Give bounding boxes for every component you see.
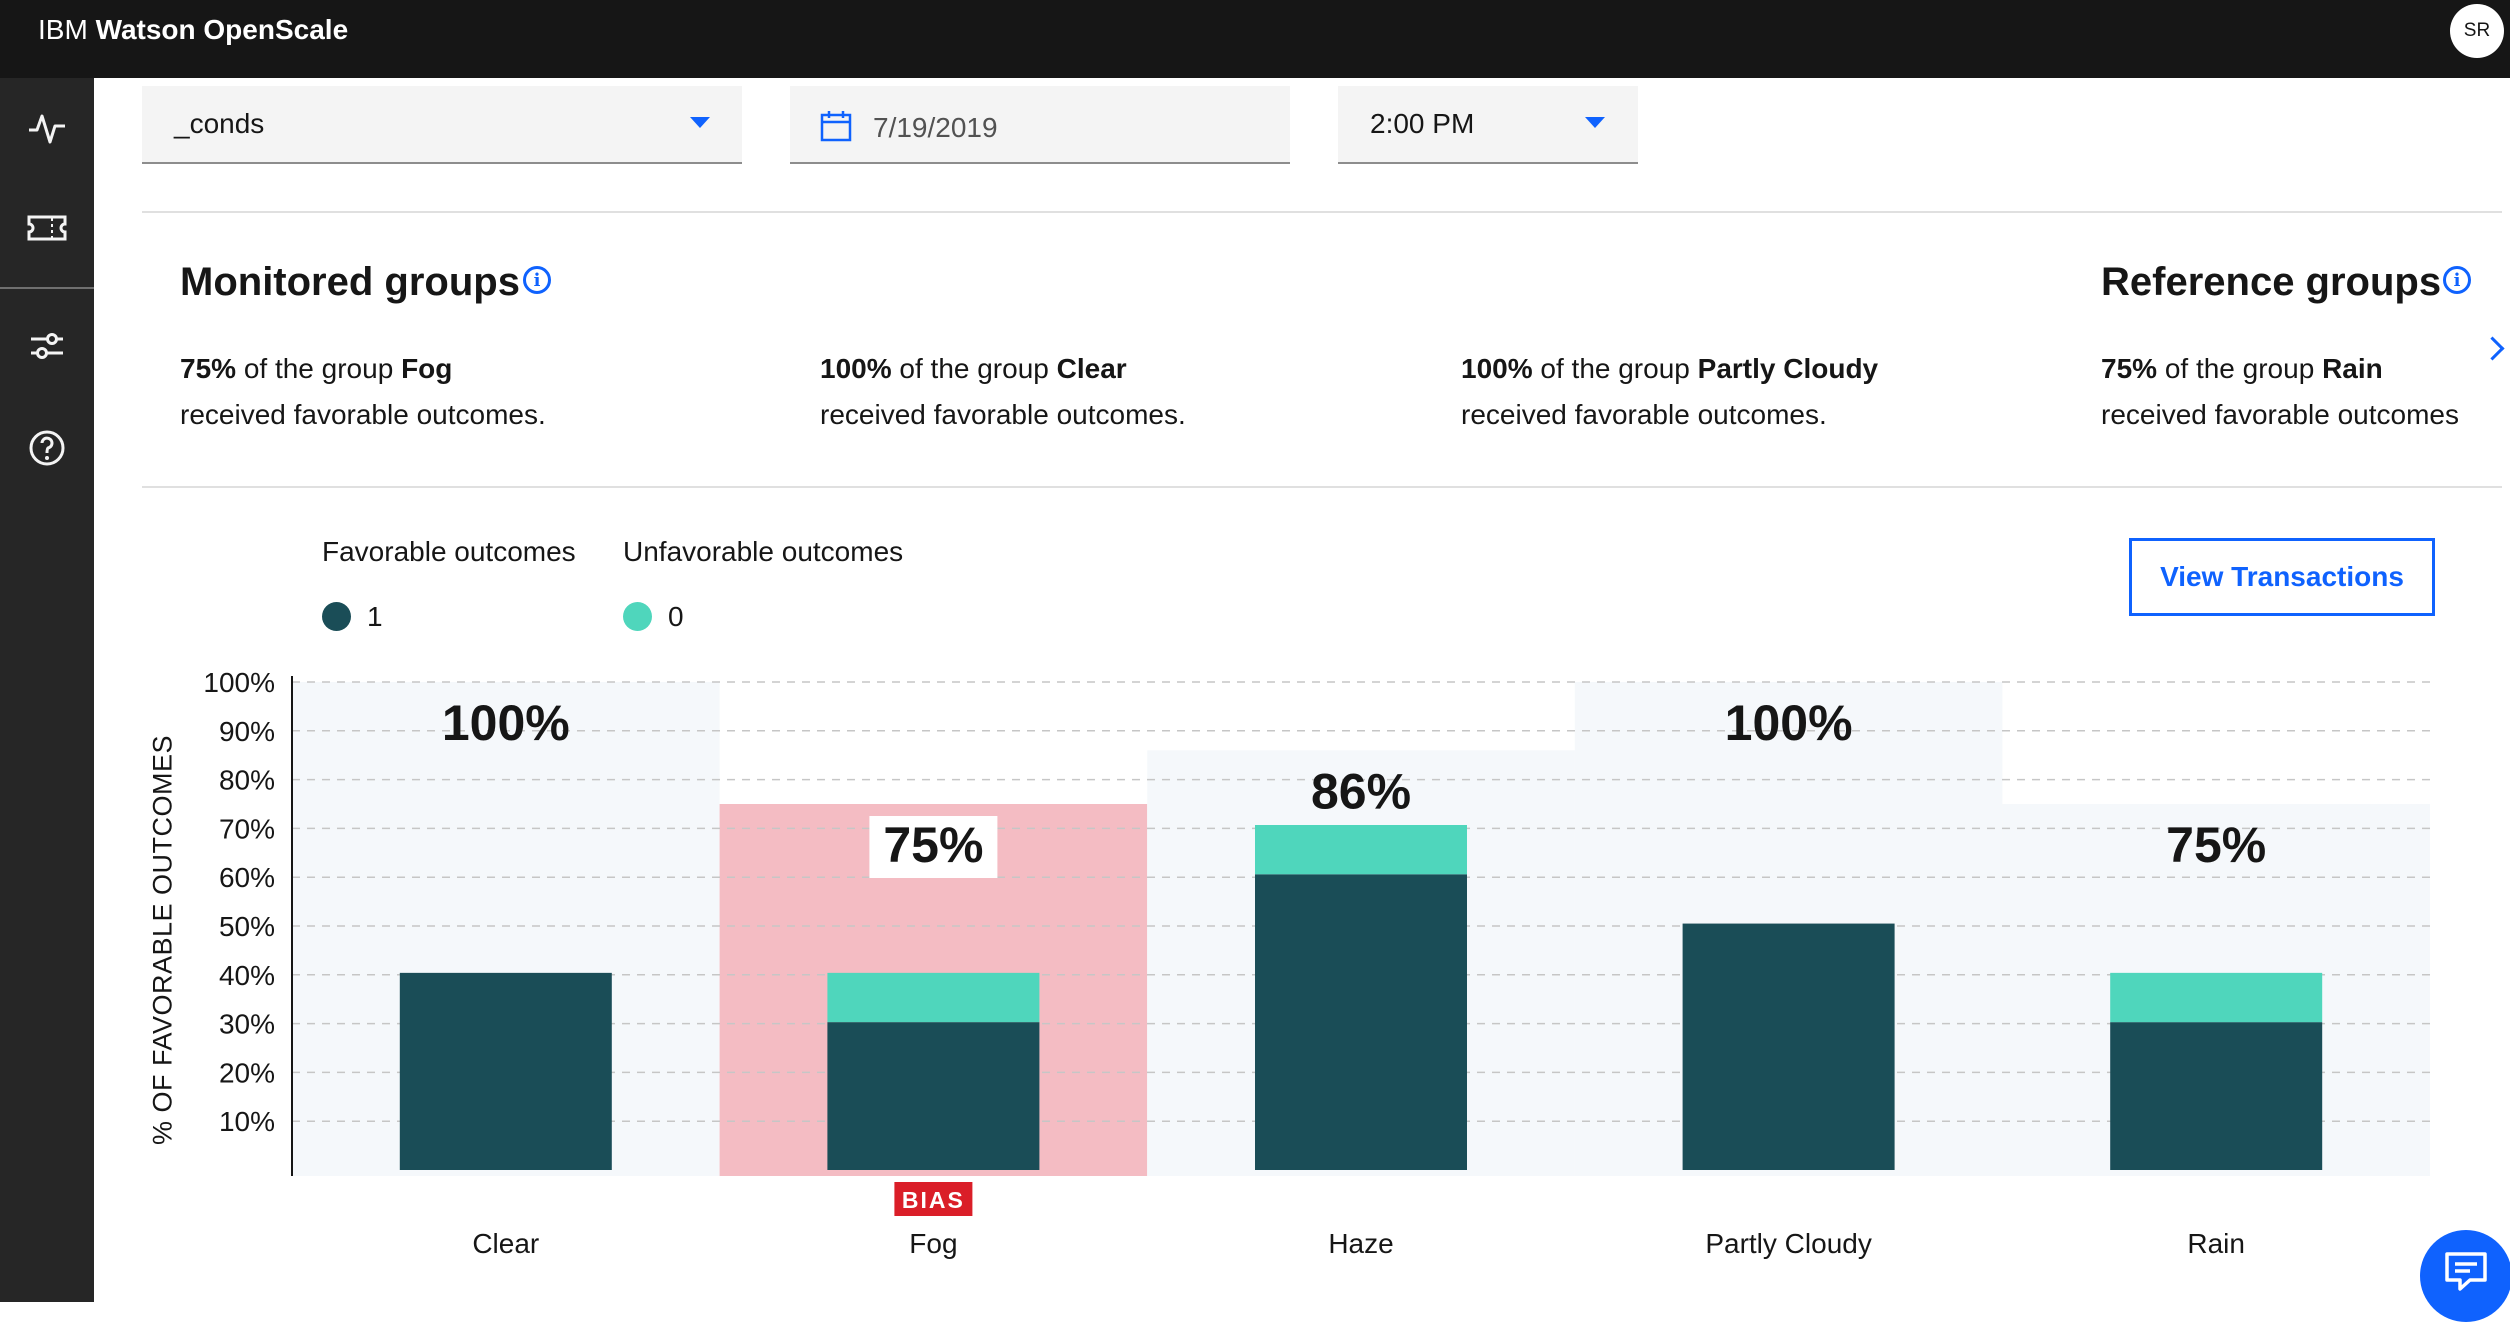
brand-prefix: IBM (38, 14, 88, 45)
time-dropdown-value: 2:00 PM (1370, 108, 1475, 139)
calendar-icon (820, 111, 852, 142)
group-text: received favorable outcomes. (180, 399, 546, 430)
divider (142, 211, 2502, 213)
ticket-icon (27, 215, 67, 241)
reference-group-summary: 75% of the group Rain received favorable… (2101, 346, 2459, 438)
user-avatar[interactable]: SR (2450, 4, 2504, 58)
bias-region (719, 804, 1148, 1176)
group-text: of the group (236, 353, 402, 384)
y-tick-label: 80% (219, 765, 275, 796)
group-region (2002, 804, 2430, 1176)
view-transactions-button[interactable]: View Transactions (2129, 538, 2435, 616)
group-region (1574, 682, 2003, 1176)
group-text: received favorable outcomes (2101, 399, 2459, 430)
legend-unfavorable-swatch (623, 602, 652, 631)
y-tick-label: 30% (219, 1009, 275, 1040)
y-tick-label: 10% (219, 1106, 275, 1137)
group-name: Clear (1056, 353, 1127, 384)
activity-icon (29, 114, 65, 144)
feature-dropdown-value: _conds (174, 108, 265, 139)
bar-favorable (1682, 923, 1895, 1170)
chat-icon (2445, 1252, 2487, 1291)
y-tick-label: 70% (219, 813, 275, 844)
group-name: Rain (2322, 353, 2383, 384)
legend-unfavorable-title: Unfavorable outcomes (623, 536, 904, 567)
group-name: Partly Cloudy (1697, 353, 1879, 384)
chevron-down-icon (690, 117, 710, 128)
group-text: of the group (2157, 353, 2323, 384)
group-percent: 100% (820, 353, 892, 384)
nav-insights[interactable] (0, 78, 94, 178)
reference-groups-title: Reference groups (2101, 260, 2442, 304)
divider (142, 486, 2502, 488)
y-tick-label: 90% (219, 716, 275, 747)
group-text: of the group (891, 353, 1057, 384)
y-tick-label: 20% (219, 1057, 275, 1088)
bar-unfavorable (2110, 972, 2323, 1023)
info-icon[interactable]: i (523, 266, 551, 294)
y-tick-label: 50% (219, 911, 275, 942)
feature-dropdown[interactable]: _conds (142, 86, 742, 164)
y-tick-label: 40% (219, 960, 275, 991)
group-text: of the group (1532, 353, 1698, 384)
x-tick-label: Partly Cloudy (1705, 1228, 1872, 1259)
date-picker[interactable]: 7/19/2019 (790, 86, 1290, 164)
nav-help[interactable] (0, 398, 94, 498)
settings-adjust-icon (31, 333, 63, 359)
group-name: Fog (401, 353, 453, 384)
bar-favorable (399, 972, 612, 1170)
group-percent: 75% (180, 353, 237, 384)
x-tick-label: Fog (909, 1228, 957, 1259)
chevron-down-icon (1585, 117, 1605, 128)
group-text: received favorable outcomes. (820, 399, 1186, 430)
bar-favorable (827, 1022, 1040, 1170)
rate-label: 86% (1311, 763, 1411, 819)
monitored-groups-title: Monitored groups (180, 260, 520, 304)
rate-label: 75% (883, 817, 983, 873)
bias-badge (894, 1182, 973, 1216)
time-dropdown[interactable]: 2:00 PM (1338, 86, 1638, 164)
side-nav (0, 78, 94, 1302)
legend-favorable-value: 1 (367, 601, 383, 632)
group-percent: 100% (1461, 353, 1533, 384)
monitored-group-summary: 100% of the group Partly Cloudy received… (1461, 346, 1878, 438)
nav-divider (0, 287, 94, 289)
y-tick-label: 100% (203, 667, 275, 698)
monitored-group-summary: 100% of the group Clear received favorab… (820, 346, 1186, 438)
monitored-group-summary: 75% of the group Fog received favorable … (180, 346, 546, 438)
top-bar: IBM Watson OpenScale SR (0, 0, 2510, 78)
nav-configure[interactable] (0, 296, 94, 396)
rate-label: 100% (1725, 695, 1853, 751)
help-icon (29, 430, 65, 466)
info-icon[interactable]: i (2443, 266, 2471, 294)
group-region (1147, 750, 1575, 1176)
x-tick-label: Haze (1328, 1228, 1393, 1259)
x-tick-label: Rain (2187, 1228, 2245, 1259)
bias-badge-label: BIAS (902, 1187, 965, 1213)
rate-label: 75% (2166, 817, 2266, 873)
y-tick-label: 60% (219, 862, 275, 893)
chat-button[interactable] (2420, 1230, 2510, 1322)
product-name[interactable]: IBM Watson OpenScale (38, 0, 348, 60)
brand-name: Watson OpenScale (95, 14, 349, 45)
bar-unfavorable (827, 972, 1040, 1023)
group-region (292, 682, 720, 1176)
group-text: received favorable outcomes. (1461, 399, 1827, 430)
bar-favorable (2110, 1022, 2323, 1170)
chevron-right-icon[interactable] (2480, 336, 2505, 361)
legend-unfavorable-value: 0 (668, 601, 684, 632)
legend-favorable-title: Favorable outcomes (322, 536, 576, 567)
bar-favorable (1255, 874, 1467, 1170)
rate-label-bg (869, 816, 998, 878)
group-percent: 75% (2101, 353, 2158, 384)
y-axis-label: % OF FAVORABLE OUTCOMES (147, 734, 178, 1146)
date-value: 7/19/2019 (873, 112, 998, 143)
nav-tickets[interactable] (0, 178, 94, 278)
bar-unfavorable (1255, 825, 1467, 875)
legend-favorable-swatch (322, 602, 351, 631)
rate-label: 100% (442, 695, 570, 751)
x-tick-label: Clear (472, 1228, 539, 1259)
